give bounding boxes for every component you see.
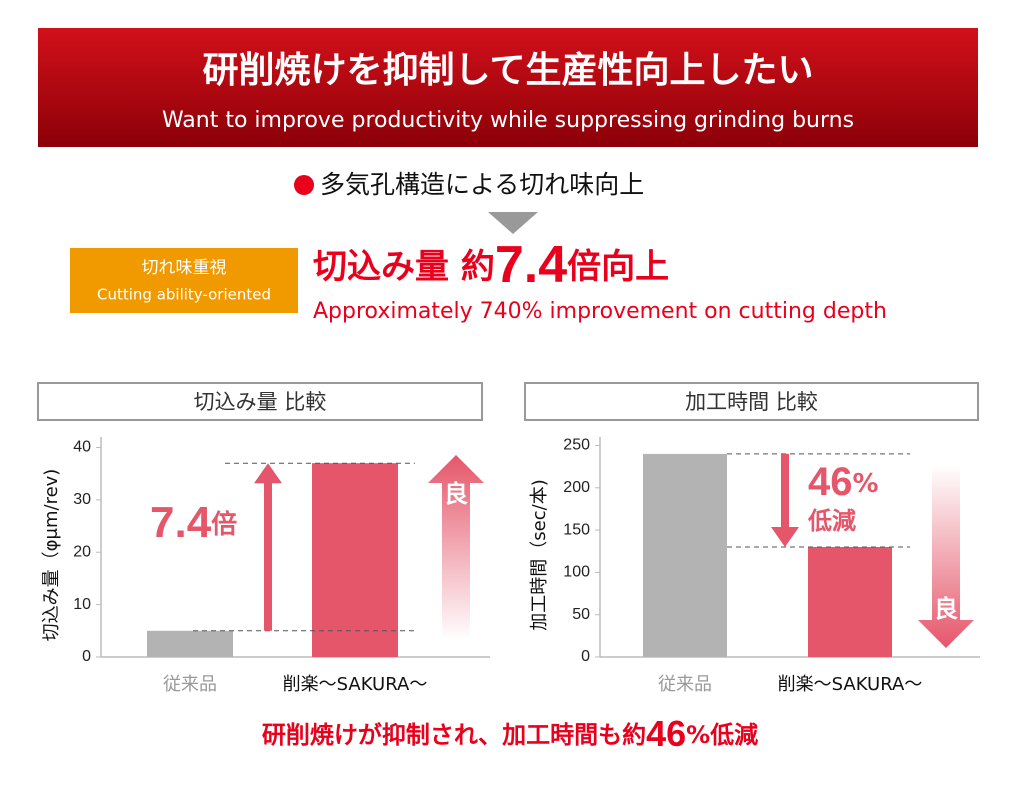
x-tick-label: 削楽〜SAKURA〜 [283,674,428,695]
headline-tail: 倍向上 [567,247,669,287]
y-tick-label: 100 [563,564,590,581]
x-tick-label: 従来品 [163,674,217,695]
change-arrow [771,453,799,547]
feature: 多気孔構造による切れ味向上 [320,170,644,199]
footer-number: 46 [646,713,686,754]
annotation-unit: 倍 [211,509,237,540]
x-tick-label: 削楽〜SAKURA〜 [778,674,923,695]
bar [147,630,233,657]
headline-number: 7.4 [495,236,567,294]
bullet [294,175,314,195]
annotation: 7.4倍 [150,498,237,547]
bar [808,547,892,657]
y-tick-label: 250 [563,437,590,454]
annotation-number: 7.4 [150,498,212,547]
headline-lead: 切込み量 約 [313,247,495,287]
y-tick-label: 200 [563,479,590,496]
footer: 研削焼けが抑制され、加工時間も約46%低減 [262,713,758,754]
bar [643,453,727,657]
badge [70,248,298,313]
y-tick-label: 0 [82,648,91,665]
panel-title: 切込み量 比較 [194,390,327,414]
panel-title: 加工時間 比較 [685,390,818,414]
header-bar [38,28,978,147]
y-tick-label: 0 [581,648,590,665]
good-label: 良 [934,595,958,623]
annotation-number: 46 [808,460,853,504]
y-axis-label: 切込み量（φμm/rev) [41,469,62,642]
panel-title-box [524,382,979,421]
good-arrow [428,455,484,640]
y-tick-label: 30 [73,491,91,508]
panel-title-box [37,382,483,421]
y-tick-label: 20 [73,543,91,560]
y-tick-label: 50 [572,606,590,623]
x-tick-label: 従来品 [658,674,712,695]
annotation-text: 低減 [807,507,856,535]
badge-subtitle: Cutting ability-oriented [97,286,271,304]
y-axis-label: 加工時間（sec/本) [529,479,550,630]
badge-title: 切れ味重視 [142,258,227,278]
headline-english: Approximately 740% improvement on cuttin… [313,299,887,324]
good-label: 良 [444,480,468,508]
y-tick-label: 150 [563,521,590,538]
footer-lead: 研削焼けが抑制され、加工時間も約 [262,721,646,749]
y-tick-label: 40 [73,439,91,456]
change-arrow [254,463,282,631]
footer-tail: %低減 [686,721,758,749]
header-title: 研削焼けを抑制して生産性向上したい [203,50,814,91]
y-tick-label: 10 [73,596,91,613]
annotation: 46% [808,460,879,504]
header-subtitle: Want to improve productivity while suppr… [162,108,854,133]
down-triangle [488,212,538,234]
annotation-unit: % [853,469,879,499]
headline: 切込み量 約7.4倍向上 [313,236,669,294]
bar [312,463,398,657]
good-arrow [918,465,974,648]
